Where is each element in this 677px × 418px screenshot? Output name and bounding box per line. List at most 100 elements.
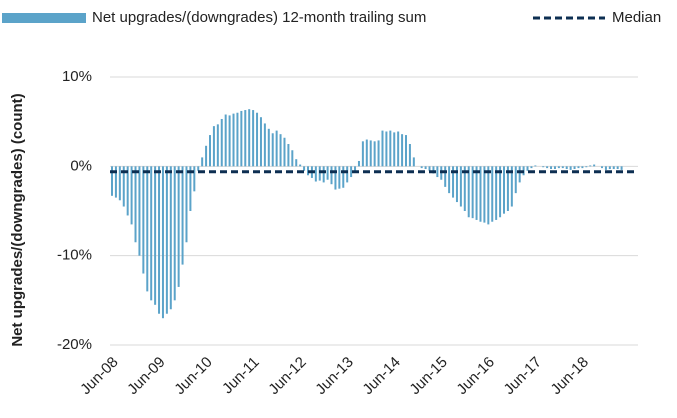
- bar: [479, 166, 482, 222]
- bar: [130, 166, 133, 225]
- x-tick-label: Jun-09: [124, 354, 168, 398]
- bar: [169, 166, 172, 310]
- bar: [275, 130, 278, 167]
- bar: [122, 166, 125, 207]
- bar: [604, 166, 607, 170]
- bar: [569, 166, 572, 170]
- bar: [134, 166, 137, 243]
- bar: [487, 166, 490, 225]
- bar: [401, 134, 404, 167]
- bar: [314, 166, 317, 182]
- bar: [428, 166, 431, 171]
- bar: [232, 113, 235, 167]
- bar: [338, 166, 341, 189]
- bar: [510, 166, 513, 207]
- x-tick-label: Jun-18: [548, 354, 592, 398]
- bar: [291, 150, 294, 167]
- bar: [197, 166, 200, 171]
- bar: [267, 128, 270, 167]
- bar: [326, 166, 329, 180]
- x-tick-label: Jun-17: [501, 354, 545, 398]
- bar: [381, 130, 384, 167]
- bar: [252, 110, 255, 167]
- bar: [342, 166, 345, 188]
- x-tick-label: Jun-16: [453, 354, 497, 398]
- bar: [557, 166, 560, 169]
- bar: [126, 166, 129, 216]
- bar: [616, 166, 619, 170]
- bar: [334, 166, 337, 190]
- bar: [216, 124, 219, 167]
- x-tick-label: Jun-13: [312, 354, 356, 398]
- bar: [295, 159, 298, 167]
- bar: [142, 166, 145, 274]
- bar: [350, 166, 353, 178]
- bar: [189, 166, 192, 211]
- bar: [165, 166, 168, 314]
- bar: [561, 166, 564, 169]
- bar: [256, 112, 259, 167]
- bar: [620, 166, 623, 170]
- bar: [303, 166, 306, 171]
- bar: [346, 166, 349, 183]
- bar: [553, 166, 556, 170]
- x-tick-label: Jun-14: [359, 354, 403, 398]
- x-tick-label: Jun-08: [77, 354, 121, 398]
- bar: [201, 157, 204, 167]
- bar: [158, 166, 161, 314]
- bar: [467, 166, 470, 218]
- bar: [209, 135, 211, 167]
- bar: [483, 166, 486, 223]
- bar: [534, 165, 537, 167]
- bar: [114, 166, 117, 198]
- bar: [491, 166, 494, 222]
- bar: [581, 166, 584, 169]
- bar: [357, 160, 360, 167]
- bar: [173, 166, 176, 301]
- bar: [193, 166, 196, 192]
- bar: [589, 165, 592, 167]
- bar: [452, 166, 455, 198]
- bar: [585, 166, 588, 168]
- bar: [526, 166, 529, 171]
- legend-label: Median: [612, 9, 661, 26]
- bar: [279, 134, 282, 167]
- bar: [424, 166, 427, 170]
- bar: [593, 164, 596, 167]
- bar: [248, 109, 251, 167]
- bar: [573, 166, 576, 170]
- bar: [514, 166, 517, 194]
- y-tick-label: 0%: [70, 157, 92, 174]
- bar: [185, 166, 188, 243]
- bar: [181, 166, 184, 265]
- bar: [436, 166, 439, 178]
- bar: [550, 166, 553, 170]
- bar: [146, 166, 149, 292]
- y-axis-label: Net upgrades/(downgrades) (count): [9, 93, 26, 346]
- bar: [448, 166, 451, 194]
- x-tick-label: Jun-15: [406, 354, 450, 398]
- bar: [318, 166, 321, 181]
- bar: [412, 157, 415, 167]
- bar: [228, 115, 231, 167]
- bar: [220, 118, 223, 167]
- bar: [287, 144, 290, 167]
- bar: [212, 126, 215, 167]
- bar: [463, 166, 466, 211]
- bar: [601, 166, 603, 169]
- bar: [385, 131, 388, 167]
- bar: [405, 135, 407, 167]
- legend-swatch: [2, 13, 86, 23]
- bar: [161, 166, 164, 319]
- bar: [150, 166, 153, 301]
- bar: [299, 164, 302, 167]
- bar: [397, 131, 400, 167]
- bar: [138, 166, 141, 256]
- bar: [373, 141, 376, 167]
- bar: [542, 166, 545, 168]
- bar: [475, 166, 478, 220]
- bar: [546, 166, 549, 169]
- x-tick-label: Jun-12: [265, 354, 309, 398]
- legend-label: Net upgrades/(downgrades) 12-month trail…: [92, 9, 426, 26]
